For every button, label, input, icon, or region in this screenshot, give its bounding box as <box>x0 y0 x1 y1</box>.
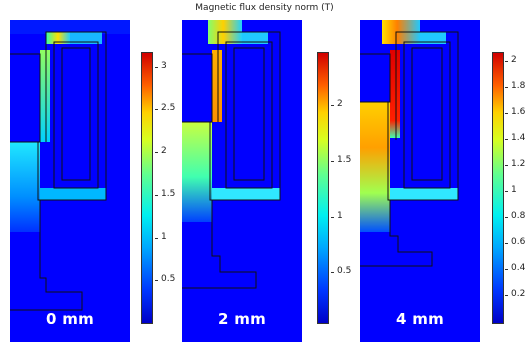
colorbar-tick: 0.2 <box>504 289 526 299</box>
panel-label-4mm: 4 mm <box>395 310 445 328</box>
colorbar-tick: 1.2 <box>504 159 526 169</box>
field-plot-2mm: 2 mm <box>182 20 302 342</box>
colorbar-0mm <box>141 52 153 324</box>
field-plot-0mm: 0 mm <box>10 20 130 342</box>
colorbar-tick: 1.4 <box>504 133 526 143</box>
colorbar-tick: 0.4 <box>504 263 526 273</box>
colorbar-tick: 1.5 <box>330 155 352 165</box>
colorbar-tick: 2.5 <box>154 103 176 113</box>
colorbar-tick: 2 <box>505 55 517 65</box>
colorbar-tick: 0.5 <box>154 274 176 284</box>
colorbar-tick: 2 <box>331 99 343 109</box>
figure-title: Magnetic flux density norm (T) <box>195 3 334 13</box>
colorbar-tick: 1 <box>505 185 517 195</box>
colorbar-2mm <box>317 52 329 324</box>
colorbar-tick: 1.5 <box>154 189 176 199</box>
colorbar-tick: 1 <box>331 211 343 221</box>
colorbar-tick: 3 <box>155 61 167 71</box>
colorbar-4mm <box>492 52 504 324</box>
colorbar-tick: 0.5 <box>330 266 352 276</box>
field-plot-4mm: 4 mm <box>360 20 480 342</box>
colorbar-tick: 1 <box>155 232 167 242</box>
colorbar-tick: 1.8 <box>504 81 526 91</box>
colorbar-tick: 2 <box>155 146 167 156</box>
panel-label-0mm: 0 mm <box>45 310 95 328</box>
colorbar-tick: 0.6 <box>504 237 526 247</box>
colorbar-tick: 0.8 <box>504 211 526 221</box>
panel-label-2mm: 2 mm <box>217 310 267 328</box>
colorbar-tick: 1.6 <box>504 107 526 117</box>
